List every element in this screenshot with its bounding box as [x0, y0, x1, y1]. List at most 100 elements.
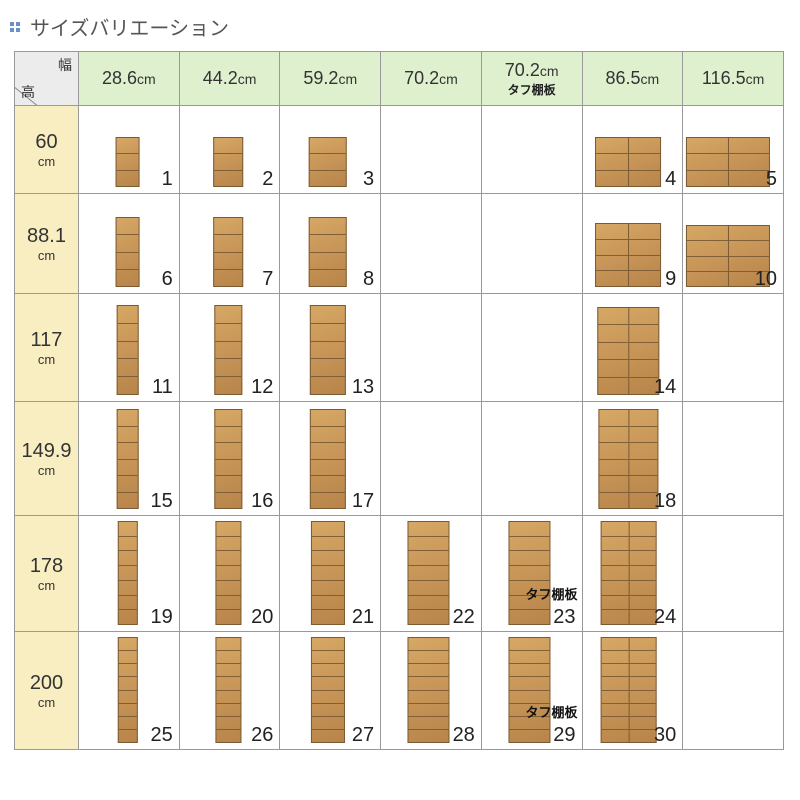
- size-cell[interactable]: 30: [582, 632, 683, 750]
- cell-number: 1: [162, 168, 173, 191]
- cell-number: 13: [352, 376, 374, 399]
- col-header: 70.2cm: [381, 52, 482, 106]
- size-cell[interactable]: 15: [79, 402, 180, 516]
- shelf-icon: [311, 637, 345, 743]
- header-row: 幅 高 28.6cm44.2cm59.2cm70.2cm70.2cmタフ棚板86…: [15, 52, 784, 106]
- cell-number: 27: [352, 724, 374, 747]
- col-header: 44.2cm: [179, 52, 280, 106]
- cell-number: 10: [755, 268, 777, 291]
- shelf-icon: [310, 409, 346, 509]
- page-title: サイズバリエーション: [0, 0, 800, 51]
- title-text: サイズバリエーション: [30, 12, 229, 41]
- row-header: 117cm: [15, 294, 79, 402]
- cell-number: 9: [665, 268, 676, 291]
- cell-number: 3: [363, 168, 374, 191]
- cell-number: 8: [363, 268, 374, 291]
- shelf-icon: [311, 521, 345, 625]
- size-cell[interactable]: 18: [582, 402, 683, 516]
- size-cell: [683, 402, 784, 516]
- cell-number: 22: [453, 606, 475, 629]
- shelf-icon: [115, 137, 139, 187]
- col-header: 116.5cm: [683, 52, 784, 106]
- size-cell: [381, 106, 482, 194]
- cell-number: 25: [150, 724, 172, 747]
- cell-number: 18: [654, 490, 676, 513]
- shelf-icon: [595, 137, 661, 187]
- shelf-icon: [118, 637, 138, 743]
- size-cell: [381, 294, 482, 402]
- size-cell[interactable]: 25: [79, 632, 180, 750]
- size-cell[interactable]: 21: [280, 516, 381, 632]
- cell-number: 24: [654, 606, 676, 629]
- size-cell: [481, 106, 582, 194]
- col-header: 28.6cm: [79, 52, 180, 106]
- shelf-icon: [601, 521, 657, 625]
- cell-number: 16: [251, 490, 273, 513]
- size-cell: [381, 402, 482, 516]
- shelf-icon: [601, 637, 657, 743]
- cell-number: 28: [453, 724, 475, 747]
- size-cell[interactable]: 8: [280, 194, 381, 294]
- size-cell: [683, 294, 784, 402]
- shelf-icon: [115, 217, 139, 287]
- cell-number: 15: [150, 490, 172, 513]
- col-header: 70.2cmタフ棚板: [481, 52, 582, 106]
- col-header: 86.5cm: [582, 52, 683, 106]
- shelf-icon: [215, 521, 241, 625]
- row-header: 88.1cm: [15, 194, 79, 294]
- corner-width-label: 幅: [58, 55, 72, 75]
- cell-number: 19: [150, 606, 172, 629]
- cell-number: 17: [352, 490, 374, 513]
- size-cell[interactable]: 1: [79, 106, 180, 194]
- size-cell[interactable]: 19: [79, 516, 180, 632]
- size-cell[interactable]: 9: [582, 194, 683, 294]
- size-cell[interactable]: 28: [381, 632, 482, 750]
- size-cell[interactable]: タフ棚板29: [481, 632, 582, 750]
- col-header: 59.2cm: [280, 52, 381, 106]
- cell-number: 5: [766, 168, 777, 191]
- size-cell[interactable]: 10: [683, 194, 784, 294]
- table-row: 60cm12345: [15, 106, 784, 194]
- shelf-icon: [686, 137, 770, 187]
- table-row: 149.9cm15161718: [15, 402, 784, 516]
- size-cell[interactable]: 22: [381, 516, 482, 632]
- shelf-icon: [310, 305, 346, 395]
- size-cell[interactable]: 6: [79, 194, 180, 294]
- size-cell[interactable]: 24: [582, 516, 683, 632]
- shelf-icon: [508, 521, 550, 625]
- table-body: 60cm1234588.1cm678910117cm11121314149.9c…: [15, 106, 784, 750]
- size-cell[interactable]: 7: [179, 194, 280, 294]
- size-cell: [683, 632, 784, 750]
- size-cell[interactable]: 16: [179, 402, 280, 516]
- shelf-icon: [213, 217, 243, 287]
- cell-number: 4: [665, 168, 676, 191]
- size-cell[interactable]: 11: [79, 294, 180, 402]
- shelf-icon: [215, 637, 241, 743]
- size-cell[interactable]: 4: [582, 106, 683, 194]
- size-cell[interactable]: タフ棚板23: [481, 516, 582, 632]
- row-header: 200cm: [15, 632, 79, 750]
- size-cell[interactable]: 2: [179, 106, 280, 194]
- cell-number: 12: [251, 376, 273, 399]
- cell-number: 26: [251, 724, 273, 747]
- size-cell[interactable]: 5: [683, 106, 784, 194]
- size-cell[interactable]: 3: [280, 106, 381, 194]
- table-row: 200cm 25 26 27 28 タフ棚板2930: [15, 632, 784, 750]
- table-row: 88.1cm6 7 8 9 10: [15, 194, 784, 294]
- shelf-icon: [598, 307, 660, 395]
- size-cell[interactable]: 14: [582, 294, 683, 402]
- row-header: 178cm: [15, 516, 79, 632]
- size-cell[interactable]: 12: [179, 294, 280, 402]
- shelf-icon: [118, 521, 138, 625]
- size-cell: [481, 402, 582, 516]
- corner-cell: 幅 高: [15, 52, 79, 106]
- size-cell[interactable]: 13: [280, 294, 381, 402]
- size-cell[interactable]: 20: [179, 516, 280, 632]
- size-cell[interactable]: 27: [280, 632, 381, 750]
- bullet-icon: [10, 22, 20, 32]
- cell-number: 7: [262, 268, 273, 291]
- size-cell: [481, 194, 582, 294]
- size-cell[interactable]: 17: [280, 402, 381, 516]
- size-cell[interactable]: 26: [179, 632, 280, 750]
- shelf-icon: [214, 305, 242, 395]
